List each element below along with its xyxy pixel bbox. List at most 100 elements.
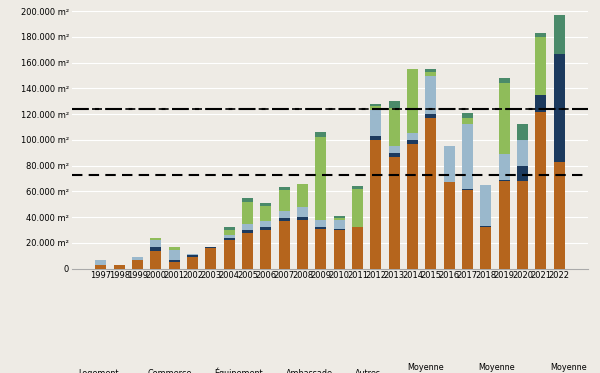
Bar: [95, 260, 106, 265]
Bar: [370, 140, 382, 269]
Bar: [425, 114, 436, 118]
Bar: [169, 250, 180, 260]
Bar: [224, 238, 235, 240]
Bar: [535, 95, 546, 112]
Bar: [205, 248, 217, 269]
Bar: [334, 230, 344, 269]
Bar: [425, 69, 436, 72]
Bar: [334, 220, 344, 229]
Bar: [278, 221, 290, 269]
Bar: [151, 240, 161, 247]
Bar: [462, 113, 473, 118]
Bar: [297, 220, 308, 269]
Bar: [224, 240, 235, 269]
Bar: [132, 260, 143, 269]
Bar: [535, 33, 546, 37]
Bar: [260, 230, 271, 269]
Bar: [499, 181, 509, 269]
Bar: [389, 101, 400, 108]
Bar: [499, 180, 509, 181]
Bar: [169, 247, 180, 250]
Bar: [499, 154, 509, 180]
Bar: [260, 206, 271, 221]
Bar: [535, 112, 546, 269]
Bar: [278, 218, 290, 221]
Bar: [517, 181, 528, 269]
Bar: [425, 75, 436, 114]
Bar: [389, 108, 400, 146]
Bar: [425, 118, 436, 269]
Bar: [169, 260, 180, 262]
Bar: [352, 186, 363, 189]
Bar: [407, 144, 418, 269]
Bar: [224, 230, 235, 235]
Bar: [480, 226, 491, 228]
Bar: [242, 198, 253, 202]
Bar: [316, 220, 326, 227]
Bar: [95, 265, 106, 269]
Bar: [370, 110, 382, 136]
Bar: [517, 166, 528, 181]
Bar: [297, 207, 308, 217]
Bar: [316, 227, 326, 229]
Bar: [278, 211, 290, 218]
Bar: [480, 228, 491, 269]
Bar: [224, 235, 235, 238]
Bar: [151, 247, 161, 251]
Bar: [114, 265, 125, 269]
Bar: [260, 228, 271, 230]
Bar: [260, 221, 271, 228]
Bar: [535, 37, 546, 95]
Bar: [151, 251, 161, 269]
Bar: [443, 182, 455, 269]
Bar: [334, 216, 344, 218]
Bar: [462, 190, 473, 269]
Bar: [334, 218, 344, 220]
Bar: [517, 140, 528, 166]
Bar: [334, 229, 344, 230]
Bar: [151, 238, 161, 240]
Bar: [297, 217, 308, 220]
Bar: [187, 257, 198, 269]
Bar: [316, 132, 326, 137]
Bar: [462, 118, 473, 125]
Bar: [462, 189, 473, 190]
Bar: [554, 54, 565, 162]
Bar: [224, 228, 235, 230]
Bar: [499, 83, 509, 154]
Bar: [242, 223, 253, 230]
Bar: [407, 140, 418, 144]
Bar: [187, 254, 198, 255]
Bar: [169, 262, 180, 269]
Bar: [407, 134, 418, 140]
Bar: [554, 162, 565, 269]
Bar: [389, 157, 400, 269]
Bar: [316, 137, 326, 220]
Bar: [370, 136, 382, 140]
Bar: [352, 189, 363, 228]
Bar: [480, 185, 491, 226]
Bar: [260, 203, 271, 206]
Bar: [499, 78, 509, 83]
Bar: [278, 190, 290, 211]
Bar: [389, 153, 400, 157]
Legend: Logement
Huisvesting, Commerce
Handel, Équipement
Voorziening, Ambassade
Ambassa: Logement Huisvesting, Commerce Handel, É…: [61, 363, 599, 373]
Bar: [425, 72, 436, 75]
Bar: [242, 202, 253, 223]
Bar: [132, 257, 143, 260]
Bar: [407, 69, 418, 134]
Bar: [316, 229, 326, 269]
Bar: [370, 106, 382, 110]
Bar: [517, 125, 528, 140]
Bar: [389, 146, 400, 153]
Bar: [462, 125, 473, 189]
Bar: [352, 228, 363, 269]
Bar: [297, 184, 308, 207]
Bar: [370, 104, 382, 106]
Bar: [554, 15, 565, 54]
Bar: [443, 146, 455, 182]
Bar: [242, 230, 253, 232]
Bar: [187, 255, 198, 257]
Bar: [278, 188, 290, 190]
Bar: [242, 232, 253, 269]
